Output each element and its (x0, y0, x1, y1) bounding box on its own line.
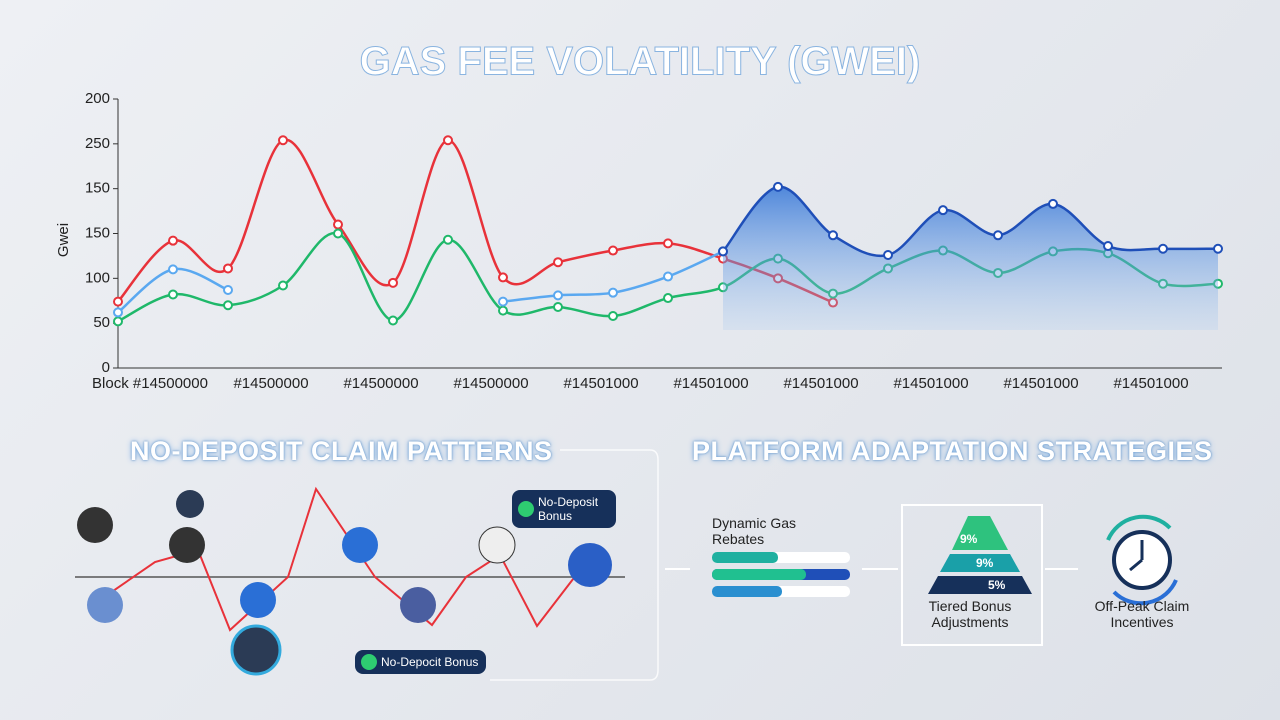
point (443, 135, 453, 146)
strategy-label: Tiered Bonus Adjustments (928, 598, 1012, 630)
point (333, 228, 343, 239)
point (938, 205, 948, 216)
badge: No-Deposit Bonus (512, 490, 616, 528)
y-axis-label: Gwei (55, 223, 72, 257)
point (443, 234, 453, 245)
point (718, 246, 728, 257)
y-tick-label: 200 (85, 90, 110, 107)
tier-label: 5% (988, 578, 1006, 592)
point (498, 272, 508, 283)
point (553, 257, 563, 268)
point (553, 302, 563, 313)
point (223, 284, 233, 295)
point (168, 264, 178, 275)
point (223, 300, 233, 311)
point (553, 290, 563, 301)
x-tick-label: #14501000 (893, 375, 968, 392)
badge: No-Depocit Bonus (355, 650, 487, 674)
point (608, 310, 618, 321)
y-tick-label: 250 (85, 135, 110, 152)
point (608, 287, 618, 298)
point (278, 280, 288, 291)
point (1048, 198, 1058, 209)
point (168, 235, 178, 246)
y-tick-label: 150 (85, 180, 110, 197)
point (663, 293, 673, 304)
y-tick-label: 50 (93, 314, 110, 331)
claim-pattern-art (75, 449, 1078, 681)
x-tick-label: #14501000 (783, 375, 858, 392)
area (723, 186, 1218, 330)
strategy-label: Off-Peak Claim Incentives (1094, 598, 1190, 630)
line (722, 185, 1219, 258)
point (1213, 243, 1223, 254)
strategy-label: Dynamic Gas Rebates (712, 515, 797, 547)
tier-label: 9% (960, 532, 978, 546)
point (113, 307, 123, 318)
x-tick-label: #14500000 (233, 375, 308, 392)
point (773, 181, 783, 192)
point (498, 305, 508, 316)
x-tick-label: #14501000 (1003, 375, 1078, 392)
point (498, 296, 508, 307)
point (608, 245, 618, 256)
point (388, 277, 398, 288)
point (663, 238, 673, 249)
x-tick-label: #14501000 (563, 375, 638, 392)
point (1158, 243, 1168, 254)
point (113, 316, 123, 327)
section-title: PLATFORM ADAPTATION STRATEGIES (692, 436, 1213, 466)
point (663, 271, 673, 282)
y-tick-label: 150 (85, 224, 110, 241)
point (883, 250, 893, 261)
strategy-art (712, 504, 1178, 646)
x-tick-label: #14501000 (673, 375, 748, 392)
chart-title: GAS FEE VOLATILITY (GWEI) (360, 40, 921, 84)
point (113, 296, 123, 307)
point (278, 135, 288, 146)
point (828, 230, 838, 241)
point (223, 263, 233, 274)
point (333, 219, 343, 230)
x-tick-label: #14500000 (453, 375, 528, 392)
point (993, 230, 1003, 241)
y-tick-label: 100 (85, 269, 110, 286)
x-tick-label: #14500000 (343, 375, 418, 392)
y-tick-label: 0 (102, 359, 110, 376)
section-title: NO-DEPOSIT CLAIM PATTERNS (130, 436, 553, 466)
x-tick-label: Block #14500000 (92, 375, 208, 392)
point (168, 289, 178, 300)
point (388, 315, 398, 326)
x-tick-label: #14501000 (1113, 375, 1188, 392)
tier-label: 9% (976, 556, 994, 570)
point (1103, 241, 1113, 252)
